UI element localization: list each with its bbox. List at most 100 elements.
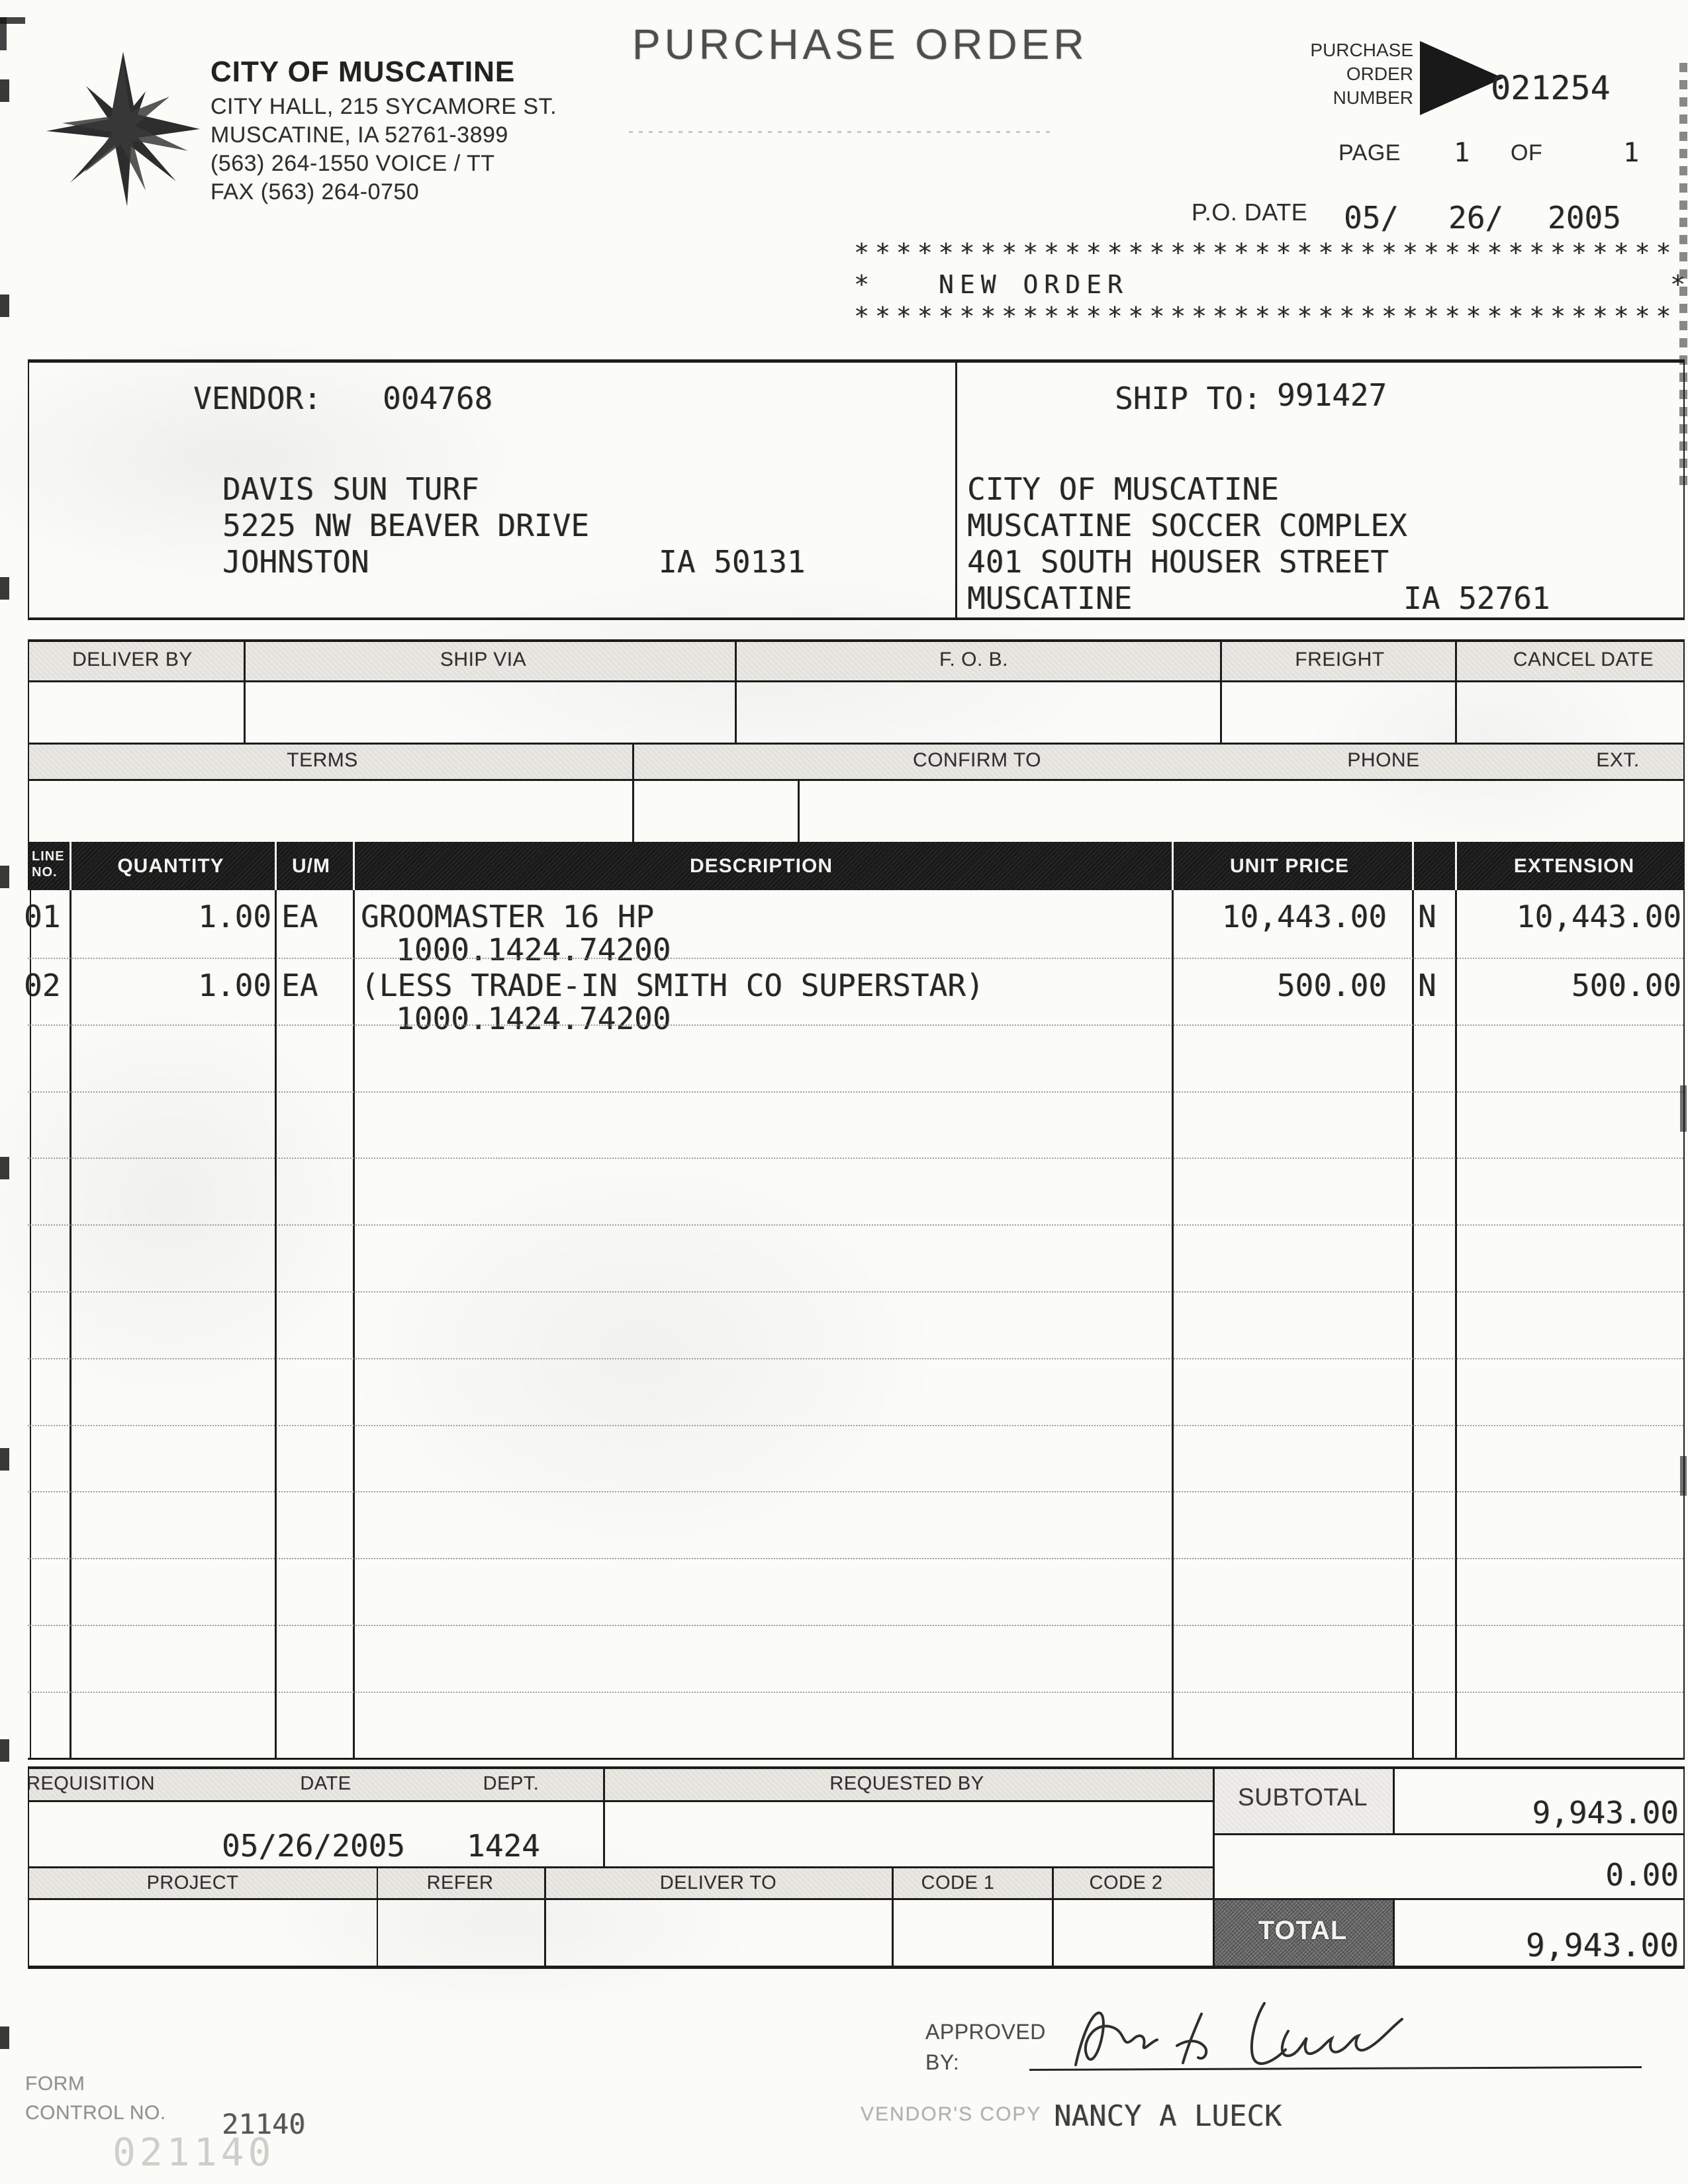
ship-to-code: 991427 <box>1277 377 1387 413</box>
header-column-gap <box>1455 842 1457 890</box>
item-unit-price: 500.00 <box>1276 968 1387 1003</box>
item-unit-price: 10,443.00 <box>1221 899 1387 934</box>
scan-corner-mark <box>0 17 7 50</box>
confirm-to-label: CONFIRM TO <box>913 749 1041 771</box>
rule-line <box>28 1758 1685 1760</box>
total-cell <box>1213 1898 1393 1966</box>
scan-artifact <box>1680 1456 1687 1496</box>
item-account-number: 1000.1424.74200 <box>396 1001 671 1036</box>
item-account-number: 1000.1424.74200 <box>396 932 671 968</box>
rule-line <box>28 1866 1213 1868</box>
row-separator <box>28 1091 1683 1093</box>
rule-line <box>1213 1833 1685 1835</box>
ship-to-line3: 401 SOUTH HOUSER STREET <box>967 544 1389 580</box>
column-line <box>955 359 957 620</box>
scan-artifact <box>0 79 9 102</box>
page-value: 1 <box>1454 138 1470 168</box>
control-number: 21140 <box>222 2108 306 2140</box>
po-number-label-line3: NUMBER <box>1333 87 1413 108</box>
row-separator <box>28 1692 1683 1693</box>
column-line <box>1683 639 1685 842</box>
column-line <box>1683 890 1685 1759</box>
rule-line <box>28 639 1685 642</box>
misc-value: 0.00 <box>1605 1857 1679 1893</box>
deliver-to-label: DELIVER TO <box>659 1872 777 1893</box>
rule-line <box>28 359 1685 363</box>
page-of-label: OF <box>1511 140 1543 165</box>
date-label: DATE <box>300 1773 352 1794</box>
po-date-day: 26/ <box>1448 200 1504 236</box>
items-header-band <box>28 842 1685 890</box>
code2-label: CODE 2 <box>1089 1872 1163 1893</box>
line-header-word: LINE <box>32 849 65 864</box>
vendor-state-zip: IA 50131 <box>659 544 806 580</box>
org-address-line-1: CITY HALL, 215 SYCAMORE ST. <box>211 94 557 119</box>
fob-label: F. O. B. <box>939 649 1009 670</box>
banner-middle-row: * NEW ORDER * <box>854 269 1685 300</box>
column-line <box>1172 890 1174 1759</box>
freight-label: FREIGHT <box>1295 649 1385 670</box>
requisition-header-strip <box>28 1766 1213 1800</box>
shipping-header-strip <box>28 639 1685 680</box>
column-line <box>28 1766 29 1967</box>
row-separator <box>28 1158 1683 1159</box>
item-quantity: 1.00 <box>198 899 271 934</box>
column-line <box>353 890 355 1759</box>
column-line <box>1220 639 1222 745</box>
vendor-label: VENDOR: <box>193 381 322 416</box>
refer-label: REFER <box>426 1872 494 1893</box>
row-separator <box>28 1291 1683 1293</box>
description-header: DESCRIPTION <box>689 855 833 877</box>
item-um: EA <box>281 899 318 934</box>
ship-to-line2: MUSCATINE SOCCER COMPLEX <box>967 508 1407 543</box>
scan-artifact <box>0 2026 9 2049</box>
scan-artifact <box>0 1157 9 1179</box>
row-separator <box>28 1358 1683 1359</box>
cancel-date-label: CANCEL DATE <box>1513 649 1654 670</box>
scan-corner-mark <box>0 17 25 24</box>
vendor-city: JOHNSTON <box>222 544 369 580</box>
project-header-strip <box>28 1866 1213 1898</box>
deliver-by-label: DELIVER BY <box>72 649 193 670</box>
column-line <box>244 639 246 745</box>
column-line <box>1455 639 1457 745</box>
page-label: PAGE <box>1338 140 1401 165</box>
page-title: PURCHASE ORDER <box>632 21 1088 68</box>
item-description: (LESS TRADE-IN SMITH CO SUPERSTAR) <box>361 968 984 1003</box>
terms-header-strip <box>28 743 1685 779</box>
po-date-label: P.O. DATE <box>1192 199 1308 226</box>
scan-edge-strip <box>1679 63 1687 486</box>
ship-to-city: MUSCATINE <box>967 580 1133 616</box>
column-line <box>28 359 29 620</box>
po-number-value: 021254 <box>1491 69 1611 107</box>
rule-line <box>28 1800 1213 1802</box>
rule-line <box>28 617 1685 620</box>
quantity-header: QUANTITY <box>117 855 224 877</box>
row-separator <box>28 1558 1683 1559</box>
approver-printed-name: NANCY A LUECK <box>1054 2099 1282 2133</box>
item-um: EA <box>281 968 318 1003</box>
header-column-gap <box>275 842 277 890</box>
arrow-right-icon <box>1420 41 1503 115</box>
total-label: TOTAL <box>1258 1916 1348 1945</box>
subtotal-label: SUBTOTAL <box>1238 1784 1368 1811</box>
extension-header: EXTENSION <box>1513 855 1635 877</box>
vendor-code: 004768 <box>383 381 493 416</box>
approved-label: APPROVED <box>925 2020 1046 2044</box>
banner-text: NEW ORDER <box>938 270 1129 299</box>
um-header: U/M <box>292 855 330 877</box>
dept-label: DEPT. <box>483 1773 539 1794</box>
org-name: CITY OF MUSCATINE <box>211 56 516 88</box>
terms-label: TERMS <box>287 749 358 771</box>
column-line <box>1455 890 1457 1759</box>
header-column-gap <box>1172 842 1174 890</box>
control-no-label: CONTROL NO. <box>25 2102 166 2124</box>
po-number-label-line1: PURCHASE <box>1310 40 1413 60</box>
no-header-word: NO. <box>32 865 58 880</box>
column-line <box>798 779 800 842</box>
total-value: 9,943.00 <box>1525 1927 1679 1964</box>
item-extension: 500.00 <box>1571 968 1681 1003</box>
vendor-name: DAVIS SUN TURF <box>222 471 479 507</box>
rule-line <box>28 743 1685 745</box>
